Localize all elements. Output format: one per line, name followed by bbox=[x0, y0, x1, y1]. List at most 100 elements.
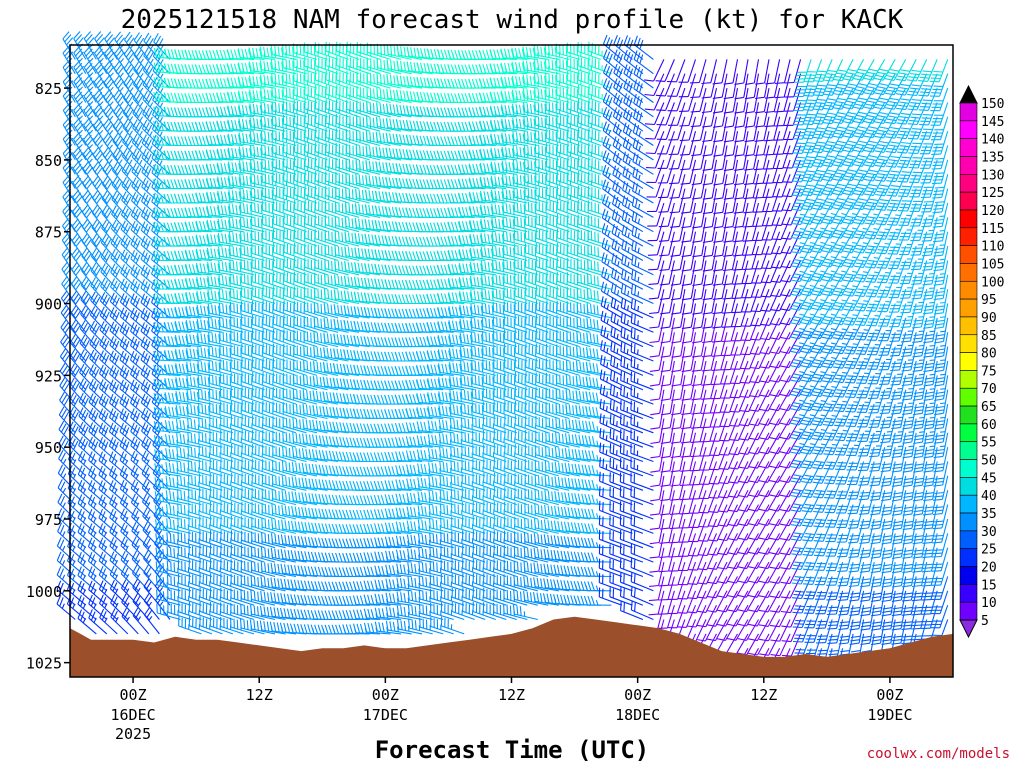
barb-feather bbox=[80, 482, 86, 492]
barb-shaft bbox=[62, 196, 76, 218]
barb-shaft bbox=[56, 603, 76, 620]
barb-shaft bbox=[77, 531, 97, 549]
barb-feather bbox=[77, 450, 83, 461]
barb-feather bbox=[62, 174, 70, 183]
barb-feather bbox=[77, 551, 82, 562]
barb-half-feather bbox=[82, 574, 86, 581]
wind-barb bbox=[77, 523, 97, 549]
barb-feather bbox=[83, 45, 91, 54]
barb-feather bbox=[96, 166, 104, 176]
barb-feather bbox=[260, 204, 263, 214]
barb-shaft bbox=[62, 182, 76, 204]
barb-feather bbox=[72, 160, 80, 169]
barb-feather bbox=[250, 261, 253, 272]
barb-shaft bbox=[77, 517, 97, 534]
barb-feather bbox=[278, 117, 281, 127]
barb-feather bbox=[72, 146, 80, 155]
barb-feather bbox=[176, 489, 179, 499]
barb-feather bbox=[77, 580, 82, 590]
barb-feather bbox=[74, 325, 81, 334]
barb-feather bbox=[61, 246, 69, 256]
barb-feather bbox=[97, 80, 105, 89]
barb-shaft bbox=[88, 459, 108, 477]
barb-feather bbox=[180, 518, 183, 528]
barb-feather bbox=[190, 461, 193, 471]
barb-shaft bbox=[62, 38, 76, 60]
barb-feather bbox=[75, 281, 82, 291]
barb-feather bbox=[71, 232, 79, 242]
barb-feather bbox=[88, 407, 94, 417]
barb-feather bbox=[61, 261, 69, 270]
barb-feather bbox=[92, 308, 98, 318]
barb-feather bbox=[76, 80, 85, 89]
barb-feather bbox=[80, 597, 85, 607]
barb-feather bbox=[56, 537, 62, 547]
barb-half-feather bbox=[73, 459, 77, 465]
wind-barb bbox=[73, 131, 87, 161]
barb-feather bbox=[250, 560, 253, 571]
wind-barb bbox=[67, 508, 87, 534]
barb-feather bbox=[59, 524, 65, 535]
barb-feather bbox=[89, 349, 95, 359]
barb-feather bbox=[69, 496, 75, 506]
barb-feather bbox=[261, 532, 263, 542]
barb-feather bbox=[85, 48, 93, 57]
barb-feather bbox=[59, 568, 65, 578]
barb-feather bbox=[239, 304, 242, 315]
barb-half-feather bbox=[62, 545, 66, 551]
barb-feather bbox=[84, 206, 91, 216]
barb-feather bbox=[86, 137, 94, 146]
barb-feather bbox=[77, 537, 82, 547]
barb-feather bbox=[278, 103, 281, 113]
barb-feather bbox=[94, 135, 102, 144]
wind-barbs bbox=[56, 31, 949, 674]
wind-barb bbox=[77, 537, 97, 563]
barb-feather bbox=[61, 394, 68, 404]
barb-half-feather bbox=[78, 158, 83, 164]
barb-feather bbox=[264, 518, 267, 529]
barb-feather bbox=[73, 31, 81, 39]
barb-feather bbox=[93, 59, 101, 68]
barb-half-feather bbox=[61, 603, 65, 609]
barb-feather bbox=[80, 453, 86, 463]
barb-feather bbox=[81, 366, 87, 376]
barb-feather bbox=[93, 88, 101, 97]
barb-feather bbox=[69, 539, 75, 549]
barb-feather bbox=[81, 337, 88, 347]
wind-barb bbox=[83, 45, 97, 74]
barb-feather bbox=[201, 432, 204, 442]
barb-feather bbox=[95, 282, 101, 292]
barb-feather bbox=[94, 369, 100, 379]
barb-half-feather bbox=[83, 474, 87, 480]
wind-barb bbox=[77, 508, 97, 534]
barb-feather bbox=[85, 224, 93, 233]
barb-feather bbox=[57, 522, 63, 532]
barb-feather bbox=[57, 493, 63, 503]
barb-feather bbox=[173, 534, 175, 544]
barb-feather bbox=[208, 373, 211, 384]
barb-feather bbox=[84, 192, 91, 201]
barb-feather bbox=[75, 77, 83, 86]
barb-feather bbox=[236, 289, 239, 300]
barb-feather bbox=[240, 244, 242, 255]
barb-feather bbox=[83, 426, 89, 436]
barb-feather bbox=[229, 287, 232, 298]
barb-feather bbox=[198, 417, 200, 427]
barb-feather bbox=[162, 577, 165, 587]
barb-feather bbox=[73, 250, 81, 259]
barb-feather bbox=[274, 102, 277, 112]
barb-feather bbox=[240, 258, 242, 269]
barb-half-feather bbox=[72, 603, 76, 609]
barb-shaft bbox=[93, 81, 108, 103]
barb-feather bbox=[76, 180, 84, 189]
barb-feather bbox=[95, 267, 101, 277]
barb-feather bbox=[94, 354, 100, 364]
barb-feather bbox=[77, 566, 82, 576]
barb-feather bbox=[56, 551, 62, 561]
barb-feather bbox=[74, 206, 81, 215]
barb-feather bbox=[239, 618, 242, 629]
barb-shaft bbox=[91, 212, 108, 233]
barb-feather bbox=[61, 380, 68, 389]
barb-feather bbox=[240, 603, 242, 614]
barb-feather bbox=[78, 378, 85, 388]
